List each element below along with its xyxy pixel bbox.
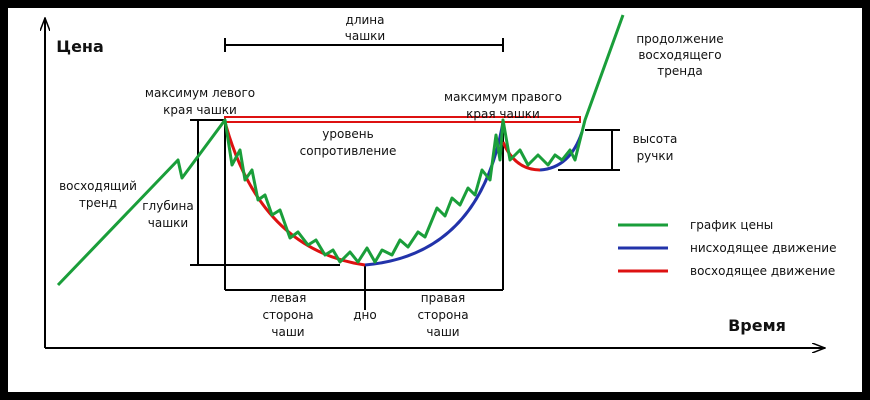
down-curve	[364, 121, 505, 267]
label: дно	[353, 308, 376, 322]
label: правая сторона чаши	[417, 291, 468, 339]
legend-label: восходящее движение	[690, 264, 835, 278]
label: максимум правого края чашки	[444, 90, 562, 121]
legend-label: нисходящее движение	[690, 241, 836, 255]
y-axis-label: Цена	[56, 37, 104, 56]
label: восходящий тренд	[59, 179, 137, 210]
handle-up-curve	[501, 141, 541, 172]
label: уровень сопротивление	[300, 127, 397, 158]
label: глубина чашки	[142, 199, 193, 230]
label: максимум левого края чашки	[145, 86, 255, 117]
label: левая сторона чаши	[262, 291, 313, 339]
background	[8, 8, 862, 392]
price-line	[56, 14, 625, 287]
label: продолжение восходящего тренда	[636, 32, 723, 78]
label: высота ручки	[633, 132, 678, 163]
label: длина чашки	[345, 13, 385, 43]
legend-label: график цены	[690, 218, 773, 232]
legend: график цены нисходящее движение восходящ…	[618, 218, 836, 278]
x-axis-label: Время	[728, 316, 786, 335]
measure-lines	[190, 38, 620, 310]
